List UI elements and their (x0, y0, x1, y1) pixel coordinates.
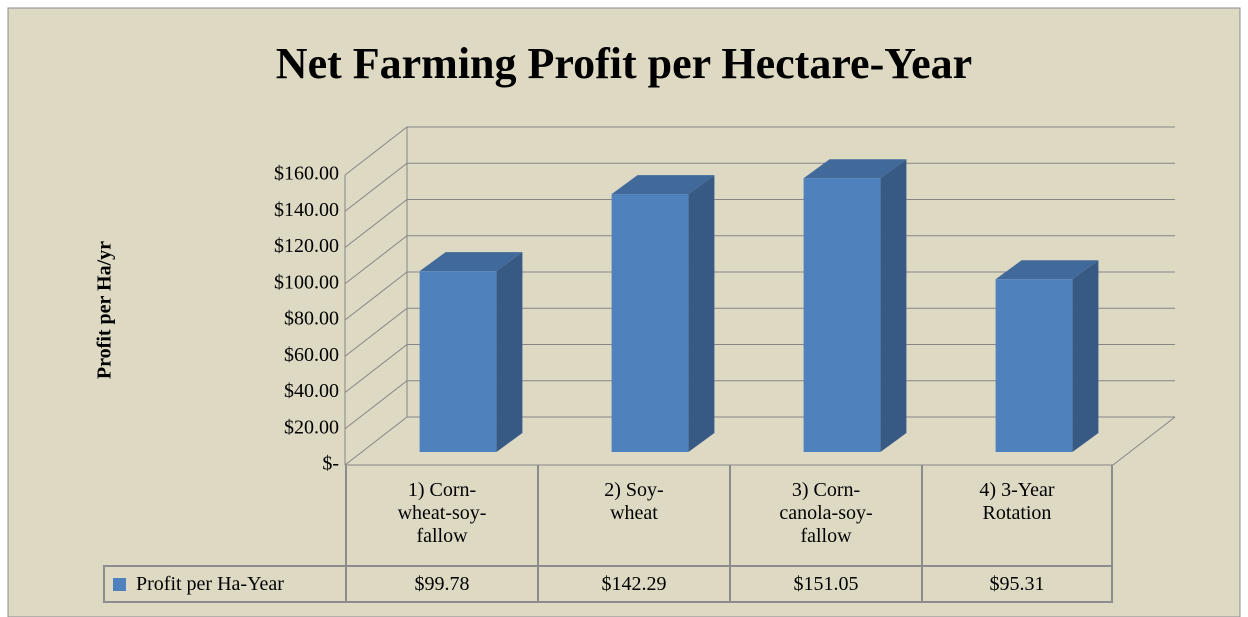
bar (419, 252, 523, 452)
bar-side (880, 159, 907, 453)
bar-top (419, 252, 523, 272)
y-tick-label: $160.00 (274, 163, 339, 185)
value-cell: $99.78 (345, 565, 537, 603)
category-cell: 4) 3-Year Rotation (921, 465, 1113, 565)
legend-label: Profit per Ha-Year (136, 572, 284, 595)
value-cell: $151.05 (729, 565, 921, 603)
category-cell-text: 4) 3-Year Rotation (979, 479, 1055, 524)
category-cell: 2) Soy-wheat (537, 465, 729, 565)
legend-cell: Profit per Ha-Year (103, 565, 345, 603)
legend-key (113, 577, 126, 591)
y-tick-label: $40.00 (284, 380, 339, 402)
bar-side (496, 252, 523, 452)
value-cell: $95.31 (921, 565, 1113, 603)
grid-line (344, 162, 1175, 212)
category-cell-text: 2) Soy-wheat (604, 479, 664, 524)
grid-line (344, 380, 1175, 430)
bar (611, 175, 715, 453)
y-axis-label: Profit per Ha/yr (94, 241, 116, 379)
floor-edge (1112, 416, 1176, 466)
category-cell-text: 3) Corn-canola-soy-fallow (779, 479, 873, 547)
y-tick-label: $140.00 (274, 199, 339, 221)
value-cell-text: $142.29 (601, 572, 667, 595)
grid-line (344, 235, 1175, 285)
bar-side (688, 175, 715, 453)
bar (803, 159, 907, 453)
y-tick-label: $- (322, 453, 339, 475)
value-cell-text: $95.31 (989, 572, 1045, 595)
value-cell-text: $99.78 (414, 572, 470, 595)
grid-line (344, 307, 1175, 357)
grid-line (344, 126, 1175, 176)
category-cell-text: 1) Corn-wheat-soy-fallow (397, 479, 487, 547)
grid-line (344, 199, 1175, 248)
chart-title: Net Farming Profit per Hectare-Year (276, 39, 972, 88)
y-tick-label: $60.00 (284, 344, 339, 366)
bar-front (995, 279, 1073, 452)
grid-line (344, 271, 1175, 321)
value-cell-text: $151.05 (793, 572, 859, 595)
bar-top (803, 159, 907, 179)
bar-side (1072, 260, 1099, 452)
bar-top (995, 260, 1099, 280)
y-tick-label: $80.00 (284, 308, 339, 330)
category-cell: 1) Corn-wheat-soy-fallow (345, 465, 537, 565)
grid-line (344, 344, 1175, 393)
bar-top (611, 175, 715, 195)
grid-line (344, 416, 1175, 466)
bar-front (419, 271, 497, 452)
y-tick-label: $120.00 (274, 235, 339, 257)
bar (995, 260, 1099, 452)
y-tick-label: $20.00 (284, 416, 339, 438)
y-tick-label: $100.00 (274, 271, 339, 293)
category-cell: 3) Corn-canola-soy-fallow (729, 465, 921, 565)
bar-front (611, 194, 689, 453)
value-cell: $142.29 (537, 565, 729, 603)
bar-front (803, 178, 881, 453)
